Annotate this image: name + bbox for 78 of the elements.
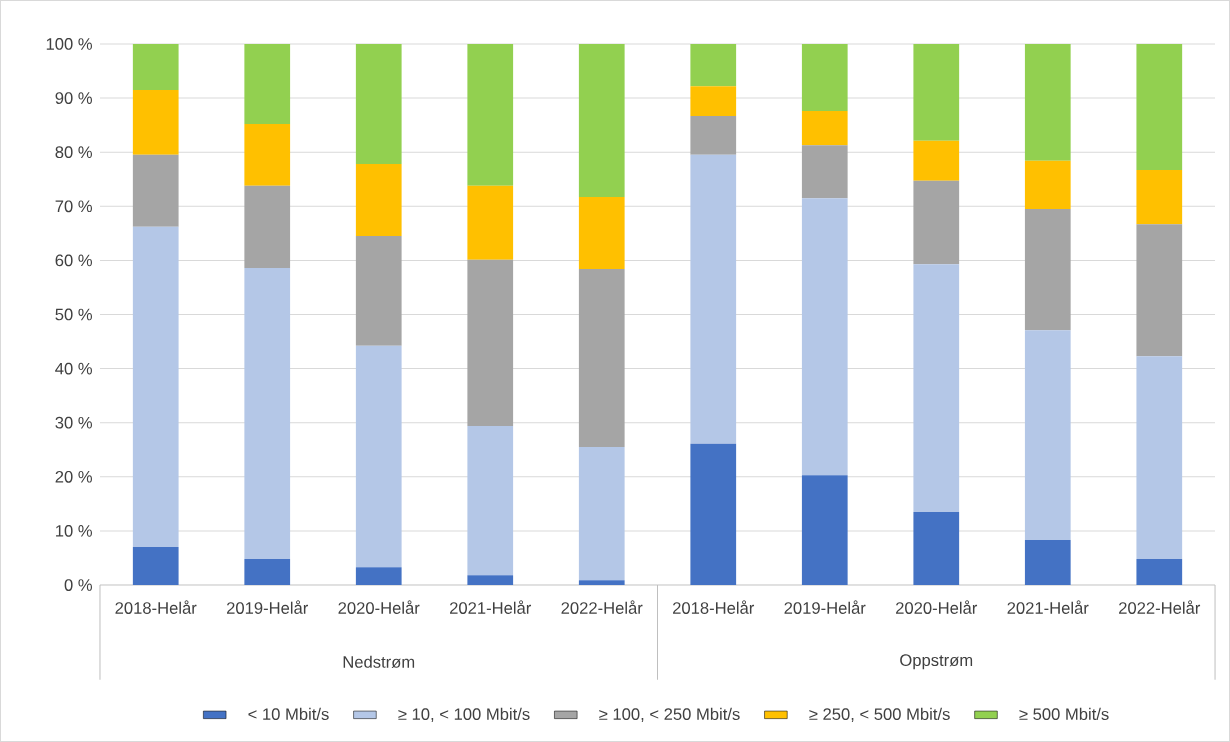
bar [1024, 160, 1071, 209]
bar [132, 226, 179, 548]
legend-label: < 10 Mbit/s [248, 707, 329, 721]
bar [801, 198, 848, 476]
bar [244, 267, 291, 560]
text: Oppstrøm [900, 654, 973, 670]
bar [1136, 356, 1183, 560]
bar [355, 43, 402, 165]
bar [355, 236, 402, 346]
bar [578, 269, 625, 448]
bar [1024, 43, 1071, 161]
bar [1024, 540, 1071, 586]
bar [244, 185, 291, 268]
x-tick-label: 2022-Helår [1119, 600, 1201, 614]
bar [467, 425, 514, 576]
bar [467, 259, 514, 426]
bar [801, 111, 848, 146]
bar [355, 345, 402, 568]
x-tick-label: 2021-Helår [1007, 600, 1089, 614]
y-tick-label: 50 % [55, 308, 92, 321]
bar [467, 185, 514, 260]
bar [244, 559, 291, 586]
bar [1136, 170, 1183, 225]
bar [690, 443, 737, 586]
bar [467, 43, 514, 186]
bar [801, 43, 848, 112]
y-tick-label: 40 % [55, 362, 92, 375]
bar [913, 264, 960, 512]
bar [1136, 559, 1183, 586]
bar [244, 43, 291, 125]
legend-label: ≥ 500 Mbit/s [1019, 707, 1109, 721]
bar [913, 180, 960, 265]
bar [467, 575, 514, 586]
bar [801, 475, 848, 586]
bar [578, 43, 625, 198]
legend-label: ≥ 10, < 100 Mbit/s [398, 707, 530, 723]
bar [913, 511, 960, 586]
y-tick-label: 100 % [46, 38, 92, 50]
legend-label: ≥ 250, < 500 Mbit/s [809, 707, 950, 723]
x-tick-label: 2020-Helår [338, 600, 420, 614]
text: Nedstrøm [343, 655, 415, 669]
y-tick-label: 90 % [55, 92, 92, 104]
bar [578, 580, 625, 586]
x-tick-label: 2019-Helår [226, 600, 309, 614]
bar [355, 164, 402, 237]
x-tick-label: 2022-Helår [561, 600, 643, 614]
bar [1024, 208, 1071, 331]
bar [913, 43, 960, 141]
legend-label: ≥ 100, < 250 Mbit/s [599, 707, 740, 723]
bar [690, 154, 737, 444]
bar [1024, 330, 1071, 541]
x-tick-label: 2018-Helår [673, 600, 755, 614]
x-tick-label: 2021-Helår [450, 600, 532, 614]
y-tick-label: 20 % [55, 470, 92, 483]
bar [913, 140, 960, 181]
bar [690, 43, 737, 87]
bar [578, 447, 625, 581]
y-tick-label: 10 % [56, 525, 92, 537]
bar [578, 197, 625, 270]
x-tick-label: 2018-Helår [115, 600, 197, 614]
y-tick-label: 0 % [64, 579, 92, 591]
bar [244, 124, 291, 186]
bar [132, 89, 179, 155]
bar [132, 43, 179, 90]
bar [132, 547, 179, 586]
x-tick-label: 2019-Helår [784, 600, 866, 614]
x-tick-label: 2020-Helår [896, 600, 978, 614]
bar [690, 86, 737, 116]
bar [1136, 43, 1183, 171]
y-tick-label: 80 % [55, 146, 92, 159]
bar [132, 154, 179, 227]
bar [801, 145, 848, 199]
y-tick-label: 60 % [55, 254, 92, 267]
bar [1136, 224, 1183, 357]
y-tick-label: 30 % [55, 416, 92, 429]
bar [690, 115, 737, 155]
bar [355, 567, 402, 586]
y-tick-label: 70 % [55, 200, 92, 213]
